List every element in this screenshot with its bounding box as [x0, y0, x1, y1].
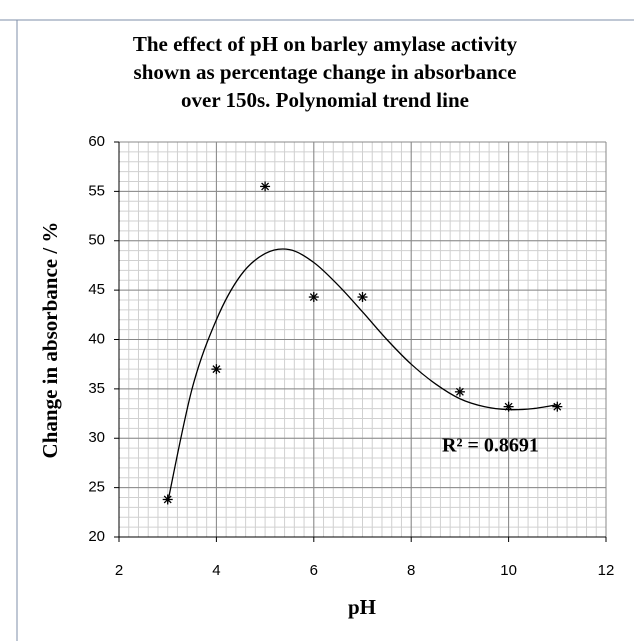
chart-title: The effect of pH on barley amylase activ… [133, 32, 518, 56]
x-tick-label: 12 [598, 562, 615, 579]
marker-stroke [261, 182, 270, 191]
x-tick-label: 8 [407, 562, 415, 579]
annotation: R² = 0.8691 [442, 435, 539, 457]
y-tick-label: 60 [88, 133, 105, 150]
y-tick-label: 50 [88, 232, 105, 249]
trendline [167, 248, 558, 503]
y-tick-label: 30 [88, 429, 105, 446]
x-axis-label: pH [348, 595, 376, 619]
data-point [260, 181, 271, 192]
marker-stroke [212, 365, 221, 374]
x-tick-label: 6 [310, 562, 318, 579]
y-tick-label: 20 [88, 528, 105, 545]
marker-stroke [455, 387, 464, 396]
y-tick-label: 25 [88, 479, 105, 496]
marker-stroke [163, 495, 172, 504]
y-tick-label: 55 [88, 182, 105, 199]
x-tick-label: 10 [500, 562, 517, 579]
chart-title: over 150s. Polynomial trend line [181, 88, 469, 112]
data-point [357, 292, 368, 303]
data-point [552, 401, 563, 412]
y-tick-label: 35 [88, 380, 105, 397]
data-point [503, 401, 514, 412]
marker-stroke [553, 402, 562, 411]
x-tick-label: 4 [212, 562, 220, 579]
marker-stroke [504, 402, 513, 411]
y-axis-label: Change in absorbance / % [38, 222, 62, 459]
y-tick-label: 45 [88, 281, 105, 298]
chart-title: shown as percentage change in absorbance [134, 60, 517, 84]
marker-stroke [309, 293, 318, 301]
data-point [211, 364, 222, 375]
x-tick-label: 2 [115, 562, 123, 579]
marker-stroke [358, 293, 367, 301]
data-point [162, 494, 173, 505]
data-point [308, 292, 319, 303]
data-point [454, 386, 465, 397]
y-tick-label: 40 [88, 330, 105, 347]
